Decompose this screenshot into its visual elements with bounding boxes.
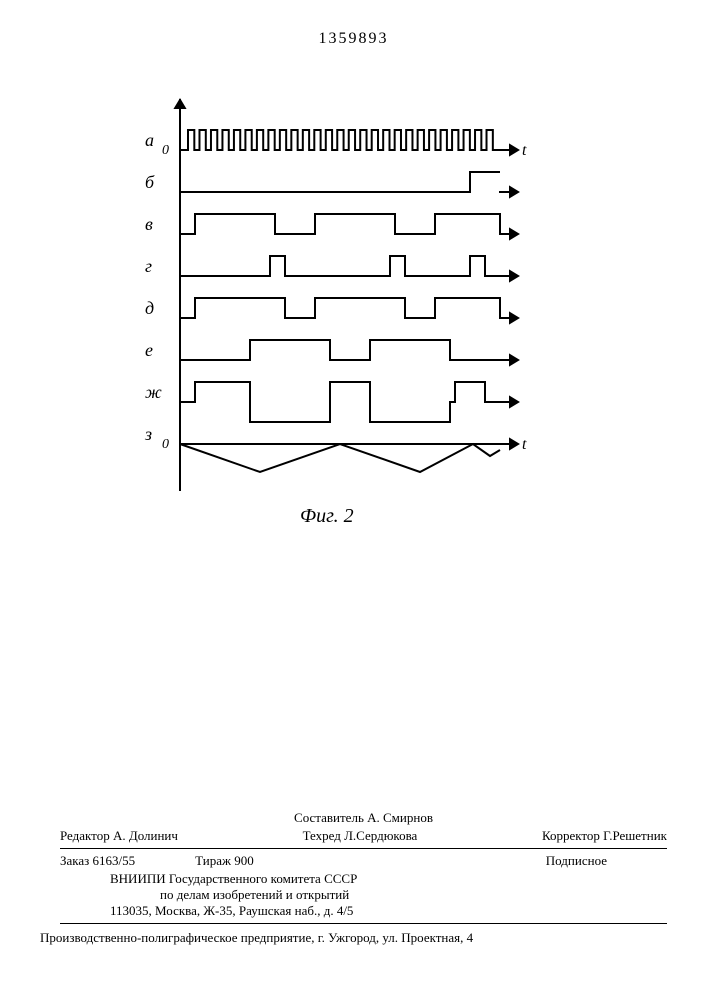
podpisnoe: Подписное bbox=[546, 853, 607, 869]
org-line-1: ВНИИПИ Государственного комитета СССР bbox=[110, 871, 667, 887]
svg-text:t: t bbox=[522, 436, 527, 453]
svg-text:а: а bbox=[145, 130, 154, 150]
svg-text:ж: ж bbox=[145, 382, 162, 402]
editor-line: Редактор А. Долинич bbox=[60, 828, 178, 844]
svg-text:з: з bbox=[144, 424, 152, 444]
divider bbox=[60, 923, 667, 924]
corrector-line: Корректор Г.Решетник bbox=[542, 828, 667, 844]
svg-text:д: д bbox=[145, 298, 154, 318]
org-line-2: по делам изобретений и открытий bbox=[160, 887, 667, 903]
svg-text:в: в bbox=[145, 214, 153, 234]
svg-text:0: 0 bbox=[162, 143, 169, 158]
org-address: 113035, Москва, Ж-35, Раушская наб., д. … bbox=[110, 903, 667, 919]
svg-text:б: б bbox=[145, 172, 155, 192]
techred-line: Техред Л.Сердюкова bbox=[303, 828, 418, 844]
svg-text:0: 0 bbox=[162, 437, 169, 452]
compiler-line: Составитель А. Смирнов bbox=[60, 810, 667, 826]
timing-diagram: абвгдежз00tt bbox=[120, 90, 540, 500]
svg-text:t: t bbox=[522, 142, 527, 159]
printer-line: Производственно-полиграфическое предприя… bbox=[40, 930, 667, 946]
svg-text:е: е bbox=[145, 340, 153, 360]
document-number: 1359893 bbox=[0, 30, 707, 48]
imprint-block: Составитель А. Смирнов Редактор А. Долин… bbox=[60, 810, 667, 928]
figure-caption: Фиг. 2 bbox=[300, 505, 354, 528]
order-number: Заказ 6163/55 bbox=[60, 853, 135, 869]
tirazh: Тираж 900 bbox=[195, 853, 254, 869]
svg-text:г: г bbox=[145, 256, 152, 276]
divider bbox=[60, 848, 667, 849]
